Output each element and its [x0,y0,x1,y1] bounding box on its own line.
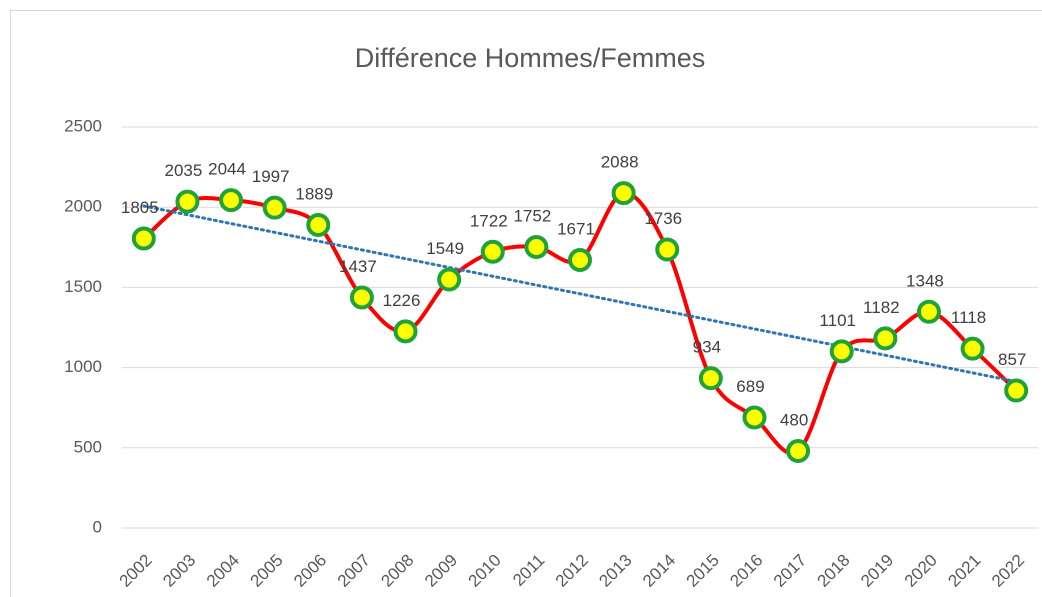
data-label: 2088 [601,153,639,172]
x-tick-label: 2020 [901,551,941,591]
data-label: 1549 [426,239,464,258]
data-label: 2035 [165,161,203,180]
y-tick-label: 2500 [64,116,102,135]
marker [1004,378,1029,403]
x-tick-label: 2009 [421,551,461,591]
marker [960,336,985,361]
marker [655,237,680,262]
x-tick-label: 2008 [377,551,417,591]
x-tick-label: 2010 [465,551,505,591]
marker [437,267,462,292]
x-tick-label: 2018 [814,551,854,591]
series-line [142,191,1018,456]
data-label: 1722 [470,211,508,230]
marker [175,189,200,214]
marker [306,213,331,238]
x-tick-label: 2021 [944,551,984,591]
x-tick-label: 2013 [595,551,635,591]
marker [568,247,592,272]
marker [698,366,723,391]
trendline [142,204,1018,384]
data-label: 1805 [121,198,159,217]
marker [131,226,156,251]
x-tick-label: 2019 [857,551,897,591]
data-label: 1997 [252,167,290,186]
chart-title: Différence Hommes/Femmes [355,43,706,73]
x-tick-label: 2015 [683,551,723,591]
data-label: 1118 [951,308,986,327]
data-label: 1348 [906,271,944,290]
chart-border [10,10,1042,597]
marker [219,188,244,213]
data-label: 689 [736,377,764,396]
data-label: 1671 [557,219,595,238]
data-label: 1182 [863,298,900,317]
marker [393,319,418,344]
x-tick-label: 2011 [509,551,548,590]
x-tick-label: 2002 [116,551,156,591]
x-tick-label: 2012 [552,551,592,591]
marker [262,195,287,220]
marker [916,299,941,324]
marker [829,339,854,364]
marker [524,234,549,259]
y-tick-label: 1000 [64,357,102,376]
x-tick-label: 2006 [290,551,330,591]
marker [786,439,811,464]
y-tick-label: 2000 [64,197,102,216]
marker [742,405,767,430]
data-label: 934 [693,338,721,357]
marker [873,326,898,351]
data-label: 1226 [383,291,421,310]
x-tick-label: 2014 [639,551,679,591]
x-tick-label: 2003 [159,551,199,591]
data-label: 1752 [513,206,551,225]
y-tick-label: 500 [74,437,102,456]
data-label: 480 [780,410,808,429]
data-label: 1101 [819,311,856,330]
data-label: 1736 [644,209,682,228]
x-tick-label: 2005 [246,551,286,591]
data-label: 2044 [208,160,246,179]
data-label: 1437 [339,257,377,276]
data-label: 1889 [295,184,333,203]
data-label: 857 [998,350,1026,369]
x-tick-label: 2007 [334,551,374,591]
marker [349,285,374,310]
x-tick-label: 2016 [726,551,766,591]
y-tick-label: 0 [93,517,102,536]
y-tick-label: 1500 [64,277,102,296]
marker [480,239,505,264]
marker [611,181,636,206]
x-tick-label: 2004 [203,551,243,591]
x-tick-label: 2017 [770,551,810,591]
x-tick-label: 2022 [988,551,1028,591]
